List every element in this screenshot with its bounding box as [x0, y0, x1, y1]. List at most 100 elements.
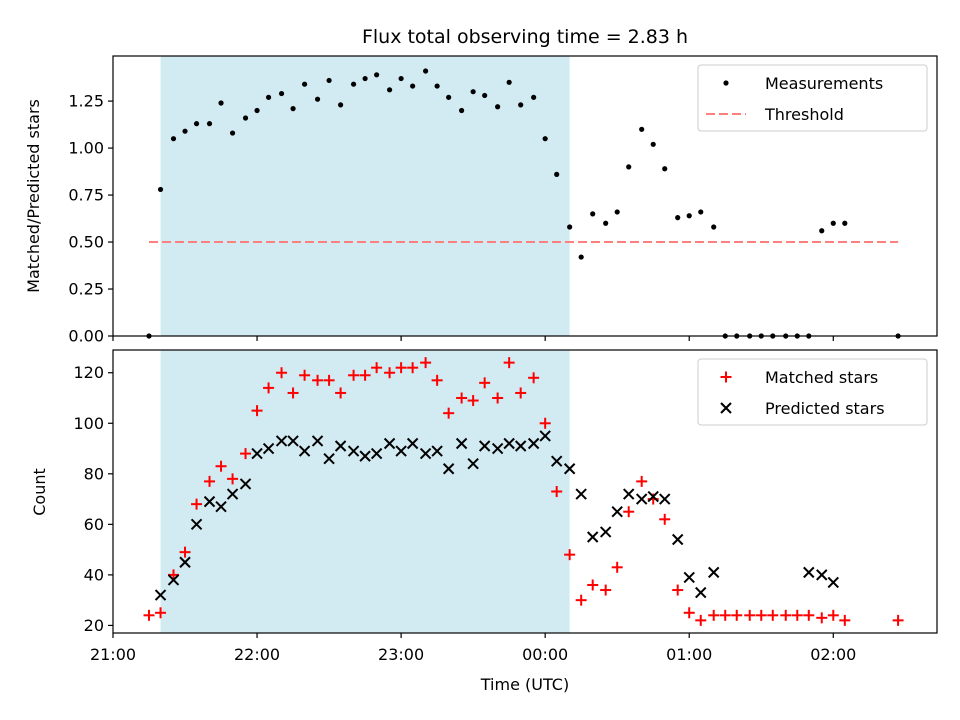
predicted-marker-b	[431, 445, 443, 457]
predicted-marker-b	[647, 490, 659, 503]
predicted-marker-b	[695, 586, 707, 599]
predicted-marker-b	[226, 488, 239, 500]
predicted-marker-b	[671, 533, 684, 546]
predicted-star-marker	[287, 435, 299, 447]
measurement-point	[495, 104, 501, 110]
matched-star-marker	[708, 609, 720, 621]
x-tick-label: 21:00	[90, 645, 136, 664]
predicted-star-marker	[154, 589, 167, 601]
x-tick-label: 00:00	[522, 645, 568, 664]
predicted-marker-b	[262, 442, 275, 455]
bottom-legend-box	[697, 358, 928, 426]
predicted-marker-b	[467, 457, 479, 470]
bottom-y-tick-label: 120	[73, 363, 104, 382]
predicted-marker-b	[419, 447, 432, 460]
measurement-point	[698, 209, 704, 215]
top-y-tick-label: 0.00	[68, 327, 104, 346]
predicted-marker-b	[514, 440, 527, 452]
predicted-marker-b	[623, 488, 635, 500]
predicted-star-marker	[647, 490, 659, 503]
predicted-star-marker	[467, 457, 479, 470]
predicted-star-marker	[275, 435, 288, 447]
predicted-marker-b	[179, 556, 191, 568]
measurement-point	[662, 166, 668, 172]
bottom-observing-span	[160, 350, 570, 633]
matched-star-marker	[515, 387, 527, 399]
predicted-star-marker	[311, 435, 324, 447]
measurement-point	[193, 121, 200, 127]
measurement-point	[842, 220, 848, 226]
predicted-marker-b	[491, 442, 504, 455]
matched-star-marker	[731, 609, 743, 621]
matched-star-marker	[803, 609, 815, 621]
predicted-star-marker	[623, 488, 635, 500]
matched-star-marker	[299, 369, 311, 381]
measurement-point	[819, 228, 825, 234]
matched-star-marker	[456, 392, 468, 404]
measurement-point	[254, 107, 260, 114]
measurement-point	[446, 94, 452, 100]
matched-star-marker	[827, 609, 839, 621]
matched-star-marker	[359, 369, 371, 381]
measurement-point	[434, 83, 440, 89]
predicted-marker-b	[563, 463, 576, 475]
matched-star-marker	[816, 612, 828, 624]
legend-entry-label: Measurements	[765, 74, 883, 93]
predicted-star-marker	[455, 437, 468, 450]
matched-star-marker	[539, 417, 551, 429]
predicted-star-marker	[395, 445, 407, 457]
predicted-marker-b	[190, 518, 203, 531]
predicted-marker-b	[167, 574, 180, 586]
predicted-star-marker	[478, 440, 491, 452]
predicted-marker-b	[215, 500, 227, 513]
matched-star-marker	[636, 475, 648, 487]
measurement-point	[554, 171, 560, 177]
measurement-point	[423, 68, 429, 74]
predicted-star-marker	[442, 463, 455, 475]
x-axis-label: Time (UTC)	[480, 675, 569, 694]
matched-star-marker	[503, 357, 515, 369]
predicted-marker-b	[586, 531, 599, 543]
measurement-point	[531, 94, 537, 100]
predicted-marker-b	[611, 506, 623, 518]
matched-star-marker	[263, 382, 275, 394]
predicted-star-marker	[708, 566, 720, 579]
matched-star-marker	[204, 475, 216, 487]
predicted-marker-b	[550, 455, 563, 467]
bottom-y-tick-label: 60	[84, 515, 104, 534]
predicted-star-marker	[575, 488, 587, 500]
bottom-y-tick-label: 20	[84, 616, 104, 635]
predicted-star-marker	[527, 437, 540, 450]
predicted-star-marker	[816, 569, 828, 581]
matched-star-marker	[492, 392, 504, 404]
predicted-star-marker	[563, 463, 576, 475]
matched-star-marker	[479, 377, 491, 389]
predicted-marker-b	[635, 493, 648, 505]
measurement-point	[614, 209, 620, 215]
matched-star-marker	[600, 584, 612, 596]
measurement-point	[278, 90, 285, 97]
measurement-point	[314, 96, 321, 102]
predicted-star-marker	[239, 478, 252, 490]
matched-star-marker	[623, 506, 635, 518]
figure-title: Flux total observing time = 2.83 h	[362, 26, 688, 48]
predicted-marker-b	[575, 488, 587, 500]
matched-star-marker	[371, 362, 383, 374]
predicted-star-marker	[431, 445, 443, 457]
matched-star-marker	[287, 387, 299, 399]
matched-star-marker	[587, 579, 599, 591]
measurement-point	[362, 75, 368, 82]
predicted-marker-b	[359, 450, 371, 462]
matched-star-marker	[575, 594, 587, 606]
measurement-point	[182, 128, 188, 134]
predicted-marker-b	[803, 566, 815, 579]
predicted-star-marker	[503, 437, 515, 450]
measurement-point	[206, 121, 213, 127]
predicted-marker-b	[311, 435, 324, 447]
measurement-point	[518, 102, 524, 108]
predicted-marker-b	[503, 437, 515, 450]
predicted-marker-b	[406, 437, 419, 450]
measurement-point	[470, 89, 476, 95]
measurement-point	[338, 102, 344, 108]
predicted-star-marker	[167, 574, 180, 586]
